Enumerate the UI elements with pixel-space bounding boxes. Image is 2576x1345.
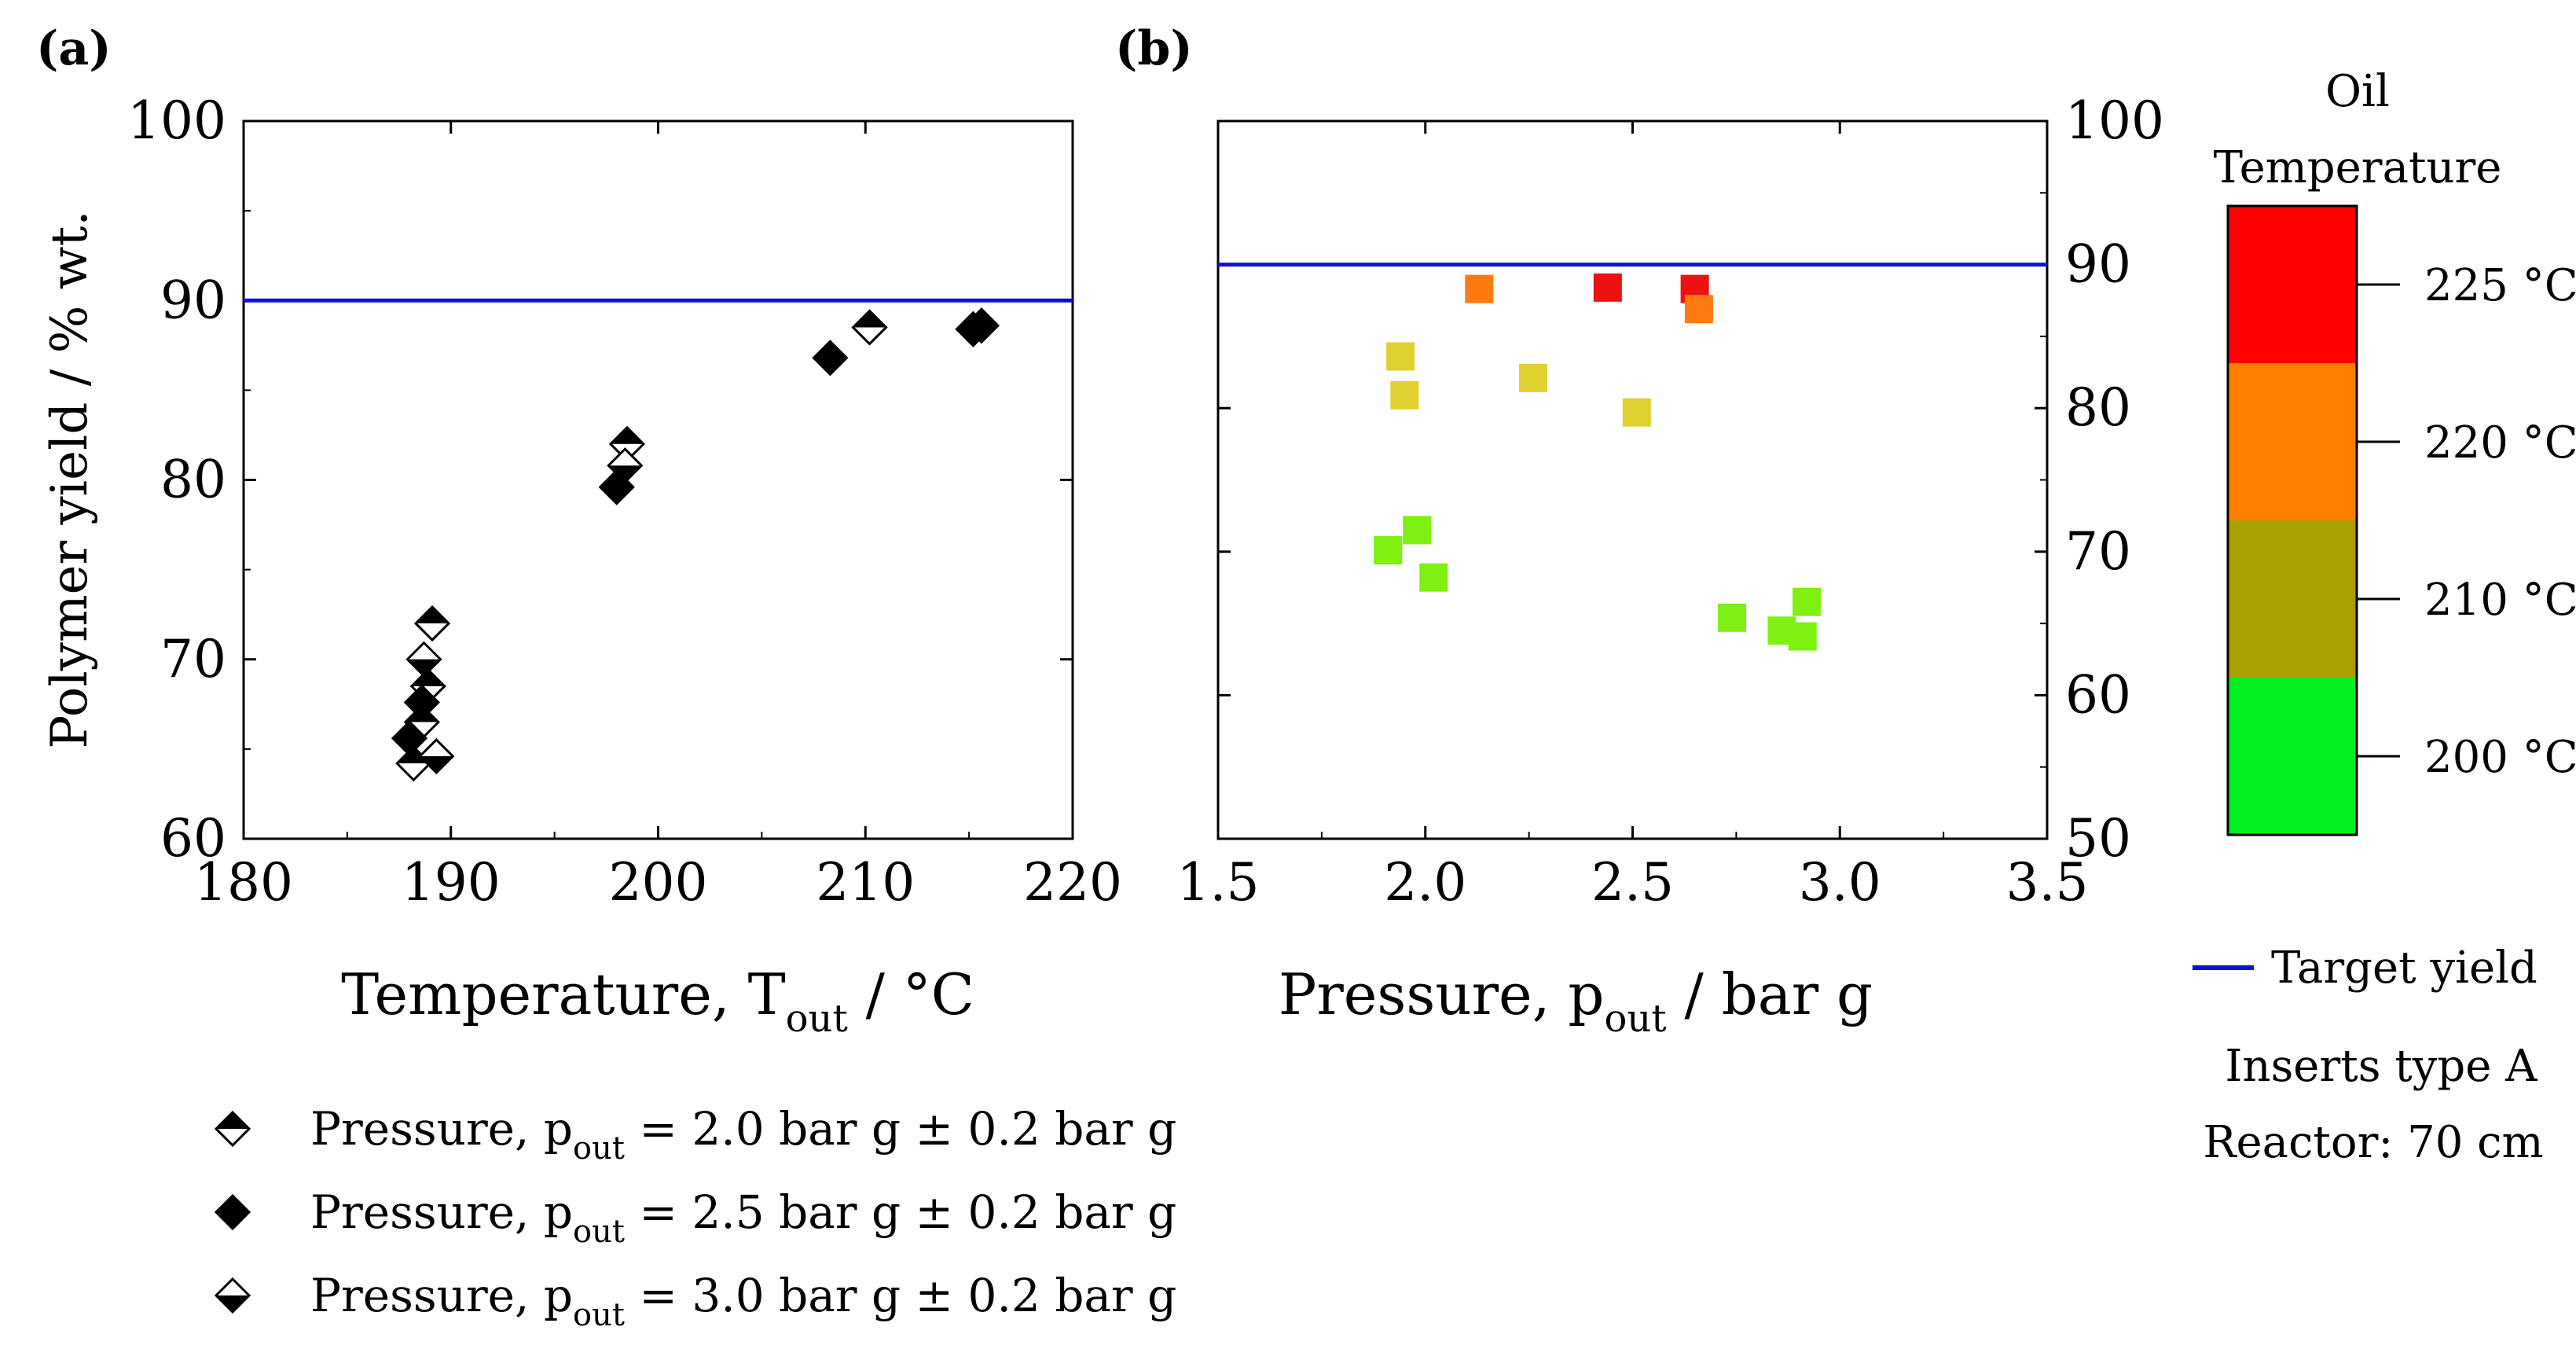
y-tick-label-b: 80: [2065, 377, 2131, 438]
chart-panel-a: 180 190 200 210 220 60 70 80 90 100 Polymer yield…: [41, 90, 1122, 1041]
colorbar-segment: [2228, 678, 2357, 835]
colorbar-label: 225 °C: [2424, 260, 2576, 311]
data-point-b: [1419, 563, 1448, 592]
data-point-b: [1518, 363, 1547, 392]
y-tick-label-b: 70: [2065, 521, 2131, 582]
panel-b-label: (b): [1115, 21, 1193, 76]
y-tick-label-b: 50: [2065, 808, 2131, 869]
data-point-b: [1390, 380, 1419, 410]
data-point-b: [1684, 295, 1713, 324]
legend-label: Pressure, pout = 3.0 bar g ± 0.2 bar g: [310, 1269, 1176, 1333]
plot-frame-a: [242, 119, 1074, 840]
panel-a-label: (a): [36, 21, 112, 76]
colorbar-segment: [2228, 206, 2357, 363]
data-point-a: [607, 447, 644, 484]
y-tick-label-a: 80: [160, 450, 226, 510]
inserts-note: Inserts type A: [2225, 1041, 2537, 1092]
x-tick-label-b: 2.5: [1591, 852, 1674, 913]
y-axis-label-a: Polymer yield / % wt.: [41, 210, 99, 748]
y-tick-label-b: 60: [2065, 664, 2131, 725]
colorbar-frame: [2226, 204, 2358, 836]
data-point-a: [812, 340, 849, 377]
y-tick-label-a: 70: [160, 629, 226, 689]
data-point-b: [1403, 516, 1432, 545]
y-tick-label-b: 100: [2065, 90, 2164, 151]
legend-marker-icon: [214, 1277, 251, 1314]
x-tick-label-a: 180: [194, 852, 293, 913]
legend-marker-icon: [214, 1110, 251, 1148]
colorbar-legend: Oil Temperature 225 °C 220 °C 210 °C 200 °C: [2214, 66, 2576, 836]
y-tick-label-a: 60: [160, 808, 226, 869]
colorbar-segment: [2228, 363, 2357, 520]
y-tick-label-a: 100: [127, 90, 226, 151]
x-tick-label-b: 3.0: [1799, 852, 1881, 913]
x-tick-label-a: 210: [816, 852, 915, 913]
colorbar-segment: [2228, 520, 2357, 678]
colorbar-label: 220 °C: [2424, 417, 2576, 469]
target-yield-legend-label: Target yield: [2271, 943, 2537, 994]
data-point-b: [1374, 535, 1403, 564]
data-point-b: [1793, 587, 1822, 616]
data-point-b: [1386, 342, 1415, 371]
marker-legend: Pressure, pout = 2.0 bar g ± 0.2 bar g Pr…: [214, 1102, 1176, 1333]
data-point-b: [1593, 273, 1622, 302]
data-point-a: [963, 307, 1000, 344]
y-tick-label-b: 90: [2065, 234, 2131, 295]
colorbar-label: 200 °C: [2424, 732, 2576, 783]
chart-panel-b: 1.5 2.0 2.5 3.0 3.550 60 70 80 90 100 Pressure, p…: [1177, 90, 2164, 1041]
reactor-note: Reactor: 70 cm: [2203, 1117, 2543, 1168]
colorbar-label: 210 °C: [2424, 575, 2576, 626]
legend-label: Pressure, pout = 2.5 bar g ± 0.2 bar g: [310, 1185, 1176, 1250]
data-point-a: [391, 720, 428, 757]
data-point-b: [1718, 603, 1747, 632]
colorbar-title-line1: Oil: [2325, 66, 2390, 117]
x-tick-label-a: 220: [1023, 852, 1122, 913]
legend-label: Pressure, pout = 2.0 bar g ± 0.2 bar g: [310, 1102, 1176, 1167]
x-axis-label-b: Pressure, pout / bar g: [1279, 961, 1873, 1041]
data-point-a: [418, 737, 455, 775]
target-yield-legend: Target yield: [2193, 943, 2537, 994]
x-tick-label-b: 3.5: [2006, 852, 2089, 913]
data-point-a: [413, 605, 451, 642]
y-tick-label-a: 90: [160, 270, 226, 330]
legend-marker-icon: [214, 1193, 251, 1231]
plot-frame-b: [1216, 119, 2049, 840]
colorbar-title-line2: Temperature: [2214, 142, 2502, 193]
data-point-a: [851, 309, 888, 346]
x-tick-label-b: 1.5: [1177, 852, 1260, 913]
data-point-b: [1788, 622, 1817, 651]
data-point-a: [405, 641, 442, 678]
data-point-a: [403, 684, 440, 721]
x-tick-label-b: 2.0: [1384, 852, 1466, 913]
data-point-b: [1622, 398, 1651, 427]
x-axis-label-a: Temperature, Tout / °C: [341, 961, 974, 1041]
x-tick-label-a: 200: [609, 852, 708, 913]
x-tick-label-a: 190: [402, 852, 501, 913]
data-point-b: [1465, 274, 1494, 303]
